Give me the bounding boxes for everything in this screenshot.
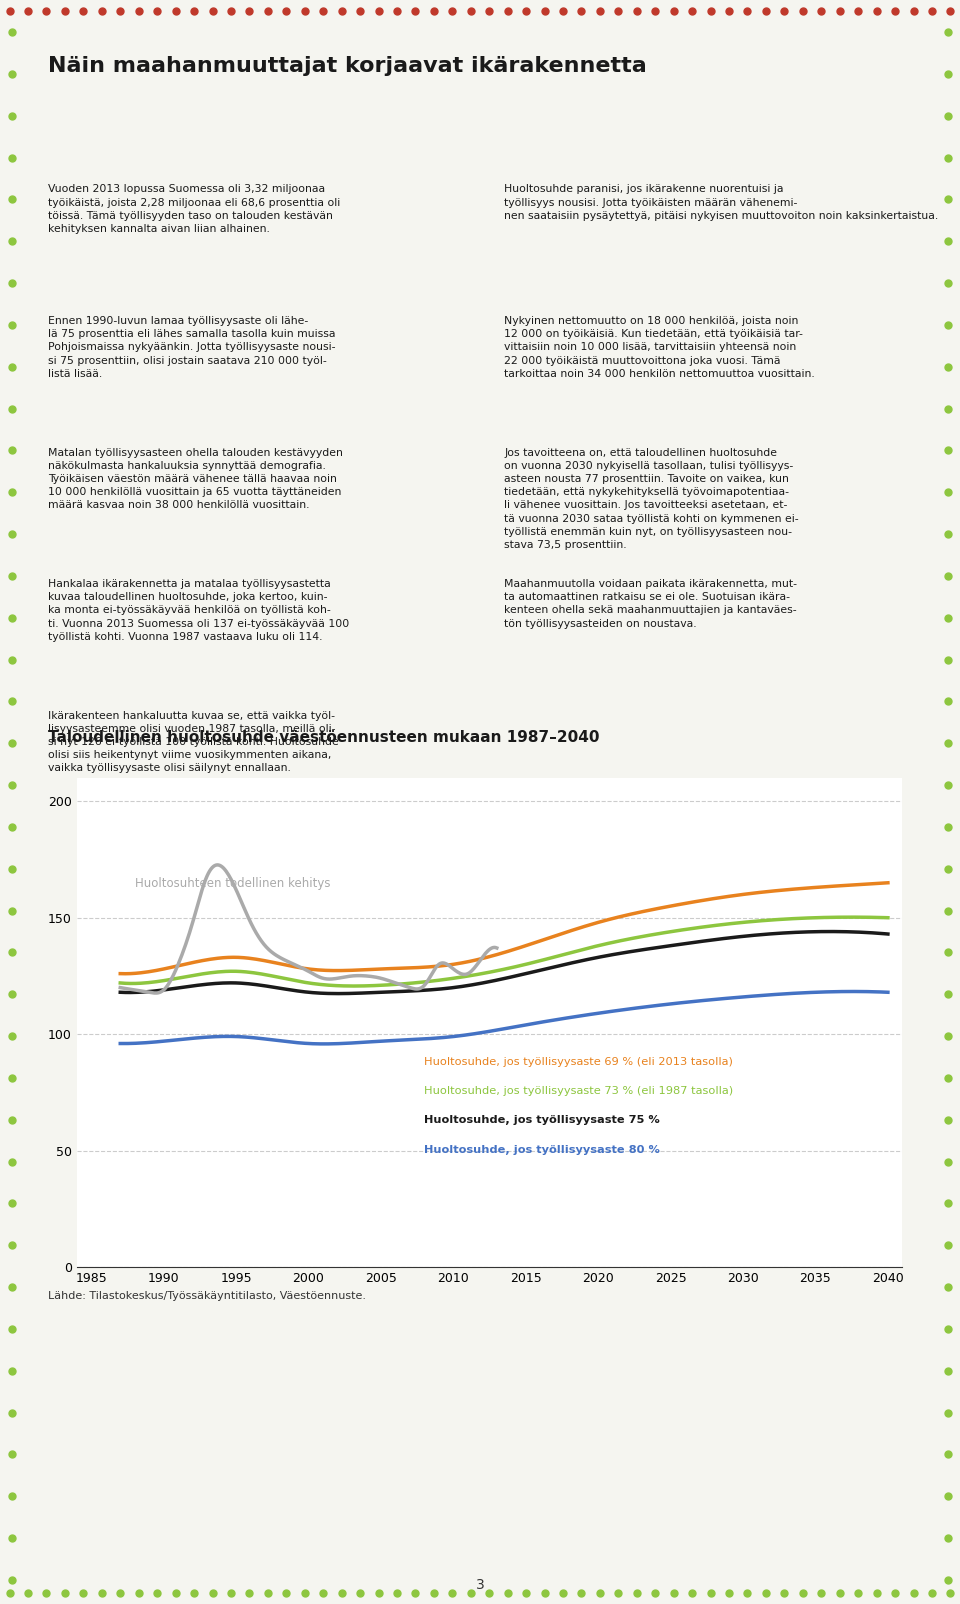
Text: Huoltosuhde, jos työllisyysaste 73 % (eli 1987 tasolla): Huoltosuhde, jos työllisyysaste 73 % (el… — [423, 1086, 732, 1096]
Text: Huoltosuhde, jos työllisyysaste 69 % (eli 2013 tasolla): Huoltosuhde, jos työllisyysaste 69 % (el… — [423, 1057, 732, 1067]
Text: Vuoden 2013 lopussa Suomessa oli 3,32 miljoonaa
työikäistä, joista 2,28 miljoona: Vuoden 2013 lopussa Suomessa oli 3,32 mi… — [48, 184, 340, 234]
Text: Huoltosuhteen todellinen kehitys: Huoltosuhteen todellinen kehitys — [134, 877, 330, 890]
Text: Näin maahanmuuttajat korjaavat ikärakennetta: Näin maahanmuuttajat korjaavat ikärakenn… — [48, 56, 647, 75]
Text: 3: 3 — [475, 1578, 485, 1591]
Text: Matalan työllisyysasteen ohella talouden kestävyyden
näkökulmasta hankaluuksia s: Matalan työllisyysasteen ohella talouden… — [48, 448, 343, 510]
Text: Maahanmuutolla voidaan paikata ikärakennetta, mut-
ta automaattinen ratkaisu se : Maahanmuutolla voidaan paikata ikärakenn… — [504, 579, 797, 629]
Text: Huoltosuhde paranisi, jos ikärakenne nuorentuisi ja
työllisyys nousisi. Jotta ty: Huoltosuhde paranisi, jos ikärakenne nuo… — [504, 184, 938, 221]
Text: Lähde: Tilastokeskus/Työssäkäyntitilasto, Väestöennuste.: Lähde: Tilastokeskus/Työssäkäyntitilasto… — [48, 1291, 366, 1301]
Text: Jos tavoitteena on, että taloudellinen huoltosuhde
on vuonna 2030 nykyisellä tas: Jos tavoitteena on, että taloudellinen h… — [504, 448, 799, 550]
Text: Ikärakenteen hankaluutta kuvaa se, että vaikka työl-
lisyysasteemme olisi vuoden: Ikärakenteen hankaluutta kuvaa se, että … — [48, 711, 339, 773]
Text: Huoltosuhde, jos työllisyysaste 80 %: Huoltosuhde, jos työllisyysaste 80 % — [423, 1145, 660, 1155]
Text: Nykyinen nettomuutto on 18 000 henkilöä, joista noin
12 000 on työikäisiä. Kun t: Nykyinen nettomuutto on 18 000 henkilöä,… — [504, 316, 815, 379]
Text: Huoltosuhde, jos työllisyysaste 75 %: Huoltosuhde, jos työllisyysaste 75 % — [423, 1115, 660, 1126]
Text: Ennen 1990-luvun lamaa työllisyysaste oli lähe-
lä 75 prosenttia eli lähes samal: Ennen 1990-luvun lamaa työllisyysaste ol… — [48, 316, 335, 379]
Text: Hankalaa ikärakennetta ja matalaa työllisyysastetta
kuvaa taloudellinen huoltosu: Hankalaa ikärakennetta ja matalaa työlli… — [48, 579, 349, 642]
Text: Taloudellinen huoltosuhde väestöennusteen mukaan 1987–2040: Taloudellinen huoltosuhde väestöennustee… — [48, 730, 599, 744]
